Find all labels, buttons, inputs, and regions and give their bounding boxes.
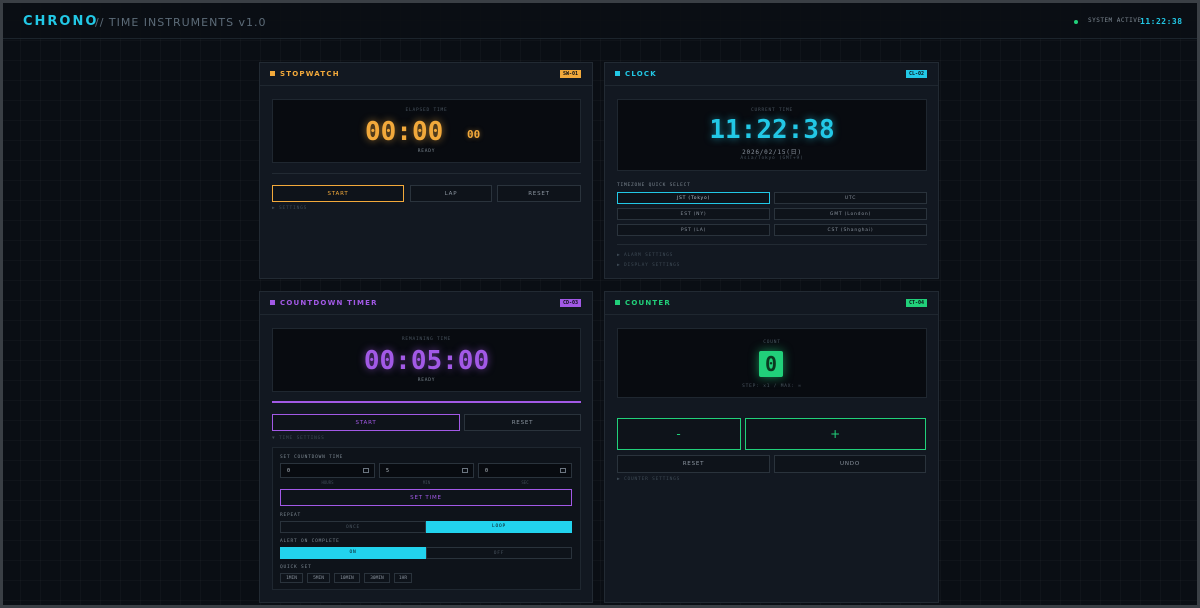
alert-off-option[interactable]: OFF <box>426 547 572 559</box>
quick-10min-button[interactable]: 10MIN <box>334 573 360 583</box>
increment-button[interactable]: + <box>745 418 926 450</box>
seconds-unit: SEC <box>521 480 529 485</box>
stopwatch-settings-toggle[interactable]: ▶ SETTINGS <box>272 206 308 211</box>
stopwatch-panel: STOPWATCH SW-01 ELAPSED TIME 00:00 00 RE… <box>259 62 593 279</box>
stopwatch-main-time: 00:00 <box>365 117 444 147</box>
clock-title: CLOCK <box>625 70 657 78</box>
tz-pst-button[interactable]: PST (LA) <box>617 224 770 236</box>
tz-utc-button[interactable]: UTC <box>774 192 927 204</box>
quick-5min-button[interactable]: 5MIN <box>307 573 330 583</box>
hours-value: 0 <box>287 468 291 474</box>
display-settings-toggle[interactable]: ▶ DISPLAY SETTINGS <box>617 263 681 268</box>
counter-undo-button[interactable]: UNDO <box>774 455 926 473</box>
current-time-label: CURRENT TIME <box>750 108 794 113</box>
stopwatch-header: STOPWATCH SW-01 <box>260 63 592 86</box>
clock-panel: CLOCK CL-02 CURRENT TIME 11:22:38 2026/0… <box>604 62 939 279</box>
countdown-reset-button[interactable]: RESET <box>464 414 581 431</box>
counter-reset-button[interactable]: RESET <box>617 455 770 473</box>
calculator-icon <box>363 468 369 473</box>
alarm-settings-toggle[interactable]: ▶ ALARM SETTINGS <box>617 253 674 258</box>
counter-step: STEP: x1 / MAX: ∞ <box>742 384 802 389</box>
remaining-label: REMAINING TIME <box>401 337 452 342</box>
timezone-label: TIMEZONE QUICK SELECT <box>617 183 691 188</box>
cyan-square-icon <box>615 71 620 76</box>
clock-display: CURRENT TIME 11:22:38 2026/02/15(日) Asia… <box>617 99 927 171</box>
countdown-panel: COUNTDOWN TIMER CD-03 REMAINING TIME 00:… <box>259 291 593 603</box>
status-dot-icon <box>1074 20 1078 24</box>
clock-tag: CL-02 <box>905 70 927 78</box>
set-time-button[interactable]: SET TIME <box>280 489 572 506</box>
green-square-icon <box>615 300 620 305</box>
repeat-once-option[interactable]: ONCE <box>280 521 426 533</box>
countdown-header: COUNTDOWN TIMER CD-03 <box>260 292 592 315</box>
minutes-unit: MIN <box>422 480 431 485</box>
top-bar: CHRONO // TIME INSTRUMENTS v1.0 SYSTEM A… <box>3 3 1197 39</box>
stopwatch-state: READY <box>417 149 436 154</box>
countdown-title: COUNTDOWN TIMER <box>280 299 378 307</box>
alert-on-option[interactable]: ON <box>280 547 426 559</box>
quick-1hr-button[interactable]: 1HR <box>394 573 412 583</box>
alert-label: ALERT ON COMPLETE <box>280 539 340 544</box>
tz-cst-button[interactable]: CST (Shanghai) <box>774 224 927 236</box>
countdown-start-button[interactable]: START <box>272 414 460 431</box>
tz-gmt-button[interactable]: GMT (London) <box>774 208 927 220</box>
counter-value-box: 0 <box>759 351 783 377</box>
tz-jst-button[interactable]: JST (Tokyo) <box>617 192 770 204</box>
counter-tag: CT-04 <box>905 299 927 307</box>
set-countdown-label: SET COUNTDOWN TIME <box>280 455 344 460</box>
clock-zone: Asia/Tokyo (GMT+9) <box>740 156 804 161</box>
counter-title: COUNTER <box>625 299 671 307</box>
minutes-input[interactable]: 5 <box>379 463 474 478</box>
stopwatch-ms: 00 <box>467 128 481 141</box>
quick-30min-button[interactable]: 30MIN <box>364 573 390 583</box>
system-status: SYSTEM ACTIVE <box>1088 17 1142 24</box>
seconds-input[interactable]: 0 <box>478 463 572 478</box>
app-subtitle: // TIME INSTRUMENTS v1.0 <box>95 16 267 29</box>
minutes-value: 5 <box>386 468 390 474</box>
stopwatch-reset-button[interactable]: RESET <box>497 185 581 202</box>
elapsed-label: ELAPSED TIME <box>405 108 448 113</box>
calculator-icon <box>560 468 566 473</box>
purple-square-icon <box>270 300 275 305</box>
divider <box>617 244 927 245</box>
header-clock: 11:22:38 <box>1140 17 1183 26</box>
divider <box>272 173 581 174</box>
decrement-button[interactable]: - <box>617 418 741 450</box>
repeat-label: REPEAT <box>280 513 302 518</box>
countdown-tag: CD-03 <box>559 299 581 307</box>
stopwatch-display: ELAPSED TIME 00:00 00 READY <box>272 99 581 163</box>
quick-1min-button[interactable]: 1MIN <box>280 573 303 583</box>
counter-display: COUNT 0 STEP: x1 / MAX: ∞ <box>617 328 927 398</box>
brand-logo: CHRONO <box>23 14 99 29</box>
time-settings-box: SET COUNTDOWN TIME 0 5 0 HOURS MIN SEC S… <box>272 447 581 590</box>
stopwatch-start-button[interactable]: START <box>272 185 404 202</box>
countdown-progress-bar <box>272 401 581 403</box>
time-settings-toggle[interactable]: ▼ TIME SETTINGS <box>272 436 325 441</box>
countdown-state: READY <box>417 378 436 383</box>
repeat-loop-option[interactable]: LOOP <box>426 521 572 533</box>
clock-date: 2026/02/15(日) <box>742 149 802 156</box>
hours-input[interactable]: 0 <box>280 463 375 478</box>
count-label: COUNT <box>763 340 781 345</box>
countdown-main-time: 00:05:00 <box>363 346 490 376</box>
calculator-icon <box>462 468 468 473</box>
stopwatch-lap-button[interactable]: LAP <box>410 185 492 202</box>
clock-header: CLOCK CL-02 <box>605 63 938 86</box>
stopwatch-title: STOPWATCH <box>280 70 340 78</box>
counter-value: 0 <box>764 352 778 376</box>
stopwatch-tag: SW-01 <box>559 70 581 78</box>
seconds-value: 0 <box>485 468 489 474</box>
counter-settings-toggle[interactable]: ▶ COUNTER SETTINGS <box>617 477 681 482</box>
counter-panel: COUNTER CT-04 COUNT 0 STEP: x1 / MAX: ∞ … <box>604 291 939 603</box>
orange-square-icon <box>270 71 275 76</box>
counter-header: COUNTER CT-04 <box>605 292 938 315</box>
countdown-display: REMAINING TIME 00:05:00 READY <box>272 328 581 392</box>
hours-unit: HOURS <box>321 480 334 485</box>
clock-main-time: 11:22:38 <box>709 115 835 145</box>
tz-est-button[interactable]: EST (NY) <box>617 208 770 220</box>
quick-set-label: QUICK SET <box>280 565 312 570</box>
